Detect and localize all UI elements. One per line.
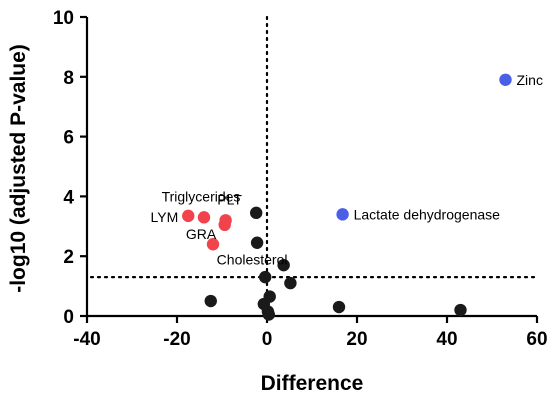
y-axis-title: -log10 (adjusted P-value) bbox=[7, 44, 30, 293]
x-tick-label: 0 bbox=[262, 329, 273, 350]
x-tick-label: 60 bbox=[526, 329, 547, 350]
y-tick-label: 0 bbox=[63, 307, 74, 328]
data-points bbox=[182, 73, 512, 321]
x-axis-title: Difference bbox=[261, 372, 364, 395]
data-point bbox=[336, 208, 349, 221]
point-label: Triglycerides bbox=[162, 188, 241, 204]
data-point bbox=[499, 73, 512, 86]
point-label: Zinc bbox=[517, 72, 543, 88]
y-tick-labels: 0 2 4 6 8 10 bbox=[53, 8, 75, 328]
data-point bbox=[277, 258, 290, 272]
data-point bbox=[250, 236, 264, 249]
point-label: PLT bbox=[217, 191, 242, 207]
x-tick-label: 40 bbox=[436, 329, 457, 350]
y-tick-label: 10 bbox=[53, 8, 74, 29]
point-label: LYM bbox=[151, 209, 179, 225]
y-tick-label: 6 bbox=[63, 128, 74, 149]
data-point bbox=[250, 206, 263, 220]
data-point bbox=[182, 209, 195, 223]
x-tick-label: 20 bbox=[346, 329, 367, 350]
point-label: Cholesterol bbox=[217, 252, 288, 268]
data-point bbox=[262, 308, 275, 321]
data-point bbox=[206, 238, 220, 251]
data-point bbox=[454, 303, 467, 317]
data-point bbox=[204, 294, 217, 308]
data-point bbox=[284, 276, 297, 290]
data-point bbox=[259, 270, 272, 284]
x-tick-label: -40 bbox=[73, 329, 100, 350]
data-point bbox=[218, 218, 231, 232]
y-tick-label: 2 bbox=[63, 247, 74, 268]
point-label: Lactate dehydrogenase bbox=[354, 206, 501, 222]
x-tick-labels: -40 -20 0 20 40 60 bbox=[73, 329, 547, 350]
point-label: GRA bbox=[186, 226, 217, 242]
x-tick-label: -20 bbox=[163, 329, 190, 350]
data-point bbox=[197, 211, 211, 224]
y-tick-label: 4 bbox=[63, 187, 74, 208]
reference-lines bbox=[89, 15, 539, 318]
y-tick-label: 8 bbox=[63, 68, 74, 89]
point-labels: Zinc Lactate dehydrogenase LYM Triglyceride… bbox=[151, 72, 543, 268]
data-point bbox=[332, 300, 346, 314]
